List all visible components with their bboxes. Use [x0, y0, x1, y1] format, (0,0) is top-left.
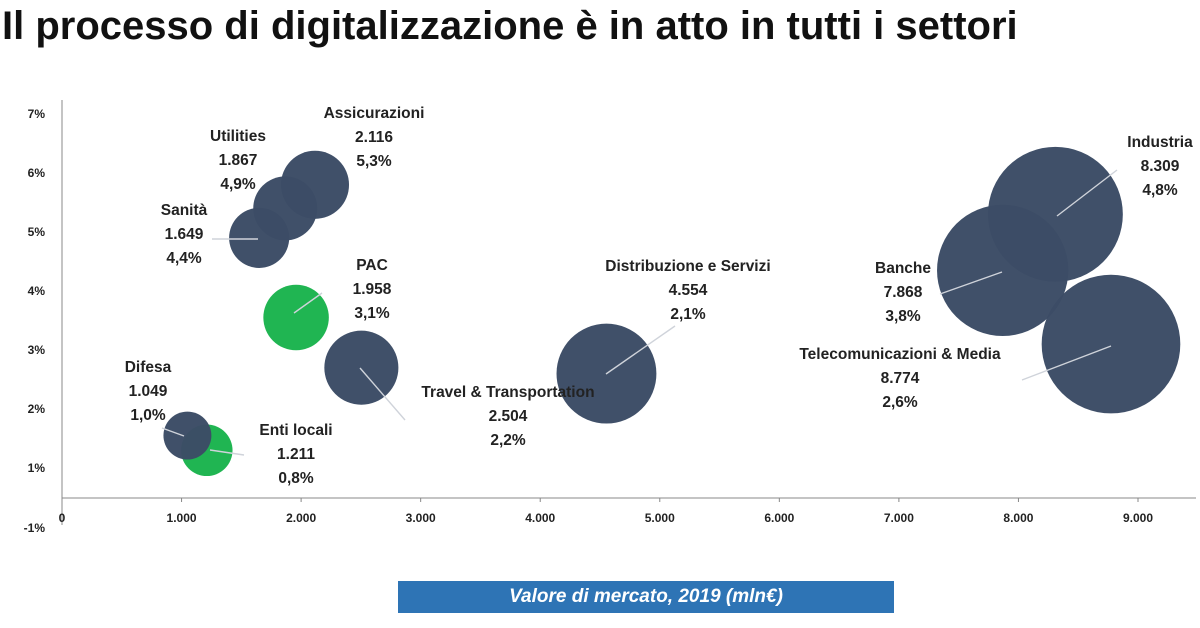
bubble-name-sanit: Sanità — [161, 202, 208, 219]
bubble-growth-utilities: 4,9% — [220, 176, 256, 193]
x-tick-label: 6.000 — [764, 511, 794, 525]
bubble-difesa — [163, 411, 212, 460]
bubble-telecomunicazioni-media — [1041, 274, 1181, 414]
bubble-growth-pac: 3,1% — [354, 305, 390, 322]
bubble-name-travel-transportation: Travel & Transportation — [421, 384, 594, 401]
bubble-growth-enti-locali: 0,8% — [278, 470, 314, 487]
bubble-value-travel-transportation: 2.504 — [489, 408, 528, 425]
bubble-name-pac: PAC — [356, 257, 388, 274]
bubble-value-distribuzione-e-servizi: 4.554 — [669, 282, 708, 299]
x-axis-label-text: Valore di mercato, 2019 (mln€) — [509, 586, 783, 607]
bubble-name-utilities: Utilities — [210, 128, 266, 145]
bubble-value-telecomunicazioni-media: 8.774 — [881, 370, 920, 387]
bubble-pac — [263, 284, 329, 351]
bubble-value-banche: 7.868 — [884, 284, 923, 301]
leader-line-difesa — [161, 427, 185, 437]
bubble-name-difesa: Difesa — [125, 359, 172, 376]
bubble-growth-telecomunicazioni-media: 2,6% — [882, 394, 918, 411]
leader-line-industria — [1056, 169, 1118, 217]
bubble-name-industria: Industria — [1127, 134, 1193, 151]
x-tick-label: 3.000 — [406, 511, 436, 525]
bubble-value-assicurazioni: 2.116 — [355, 129, 393, 146]
x-axis-label: Valore di mercato, 2019 (mln€) — [398, 581, 894, 613]
bubble-value-enti-locali: 1.211 — [277, 446, 315, 463]
bubble-growth-industria: 4,8% — [1142, 182, 1178, 199]
chart-title: Il processo di digitalizzazione è in att… — [2, 4, 1018, 48]
x-tick-label: 7.000 — [884, 511, 914, 525]
bubble-value-industria: 8.309 — [1141, 158, 1180, 175]
y-tick-label: 2% — [28, 402, 46, 416]
bubble-growth-distribuzione-e-servizi: 2,1% — [670, 306, 706, 323]
y-tick-label: 5% — [28, 225, 46, 239]
bubble-growth-difesa: 1,0% — [130, 407, 166, 424]
bubble-growth-banche: 3,8% — [885, 308, 921, 325]
bubble-value-pac: 1.958 — [353, 281, 392, 298]
bubble-growth-travel-transportation: 2,2% — [490, 432, 526, 449]
y-tick-label: 3% — [28, 343, 46, 357]
leader-line-telecomunicazioni-media — [1021, 345, 1112, 381]
y-tick-label: 6% — [28, 166, 46, 180]
y-tick-label: 4% — [28, 284, 46, 298]
bubble-name-enti-locali: Enti locali — [259, 422, 332, 439]
bubble-banche — [937, 204, 1069, 336]
bubble-value-sanit: 1.649 — [165, 226, 204, 243]
x-tick-label: 4.000 — [525, 511, 555, 525]
x-tick-label: 1.000 — [167, 511, 197, 525]
bubble-sanit — [229, 207, 290, 268]
y-tick-label: -1% — [24, 521, 46, 535]
x-tick-label: 5.000 — [645, 511, 675, 525]
leader-line-pac — [293, 292, 323, 314]
bubble-value-utilities: 1.867 — [219, 152, 258, 169]
leader-line-enti-locali — [209, 449, 245, 456]
x-tick-label: 2.000 — [286, 511, 316, 525]
bubble-value-difesa: 1.049 — [129, 383, 168, 400]
bubble-name-assicurazioni: Assicurazioni — [324, 105, 425, 122]
x-tick-label: 0 — [59, 511, 66, 525]
bubble-name-distribuzione-e-servizi: Distribuzione e Servizi — [605, 258, 770, 275]
bubble-growth-sanit: 4,4% — [166, 250, 202, 267]
bubble-travel-transportation — [324, 330, 399, 405]
leader-line-banche — [939, 271, 1003, 295]
leader-line-travel-transportation — [359, 367, 406, 421]
bubble-name-banche: Banche — [875, 260, 931, 277]
bubble-name-telecomunicazioni-media: Telecomunicazioni & Media — [799, 346, 1001, 363]
bubble-growth-assicurazioni: 5,3% — [356, 153, 392, 170]
leader-line-distribuzione-e-servizi — [605, 325, 676, 375]
y-tick-label: 1% — [28, 461, 46, 475]
y-tick-label: 7% — [28, 107, 46, 121]
x-tick-label: 8.000 — [1003, 511, 1033, 525]
x-tick-label: 9.000 — [1123, 511, 1153, 525]
